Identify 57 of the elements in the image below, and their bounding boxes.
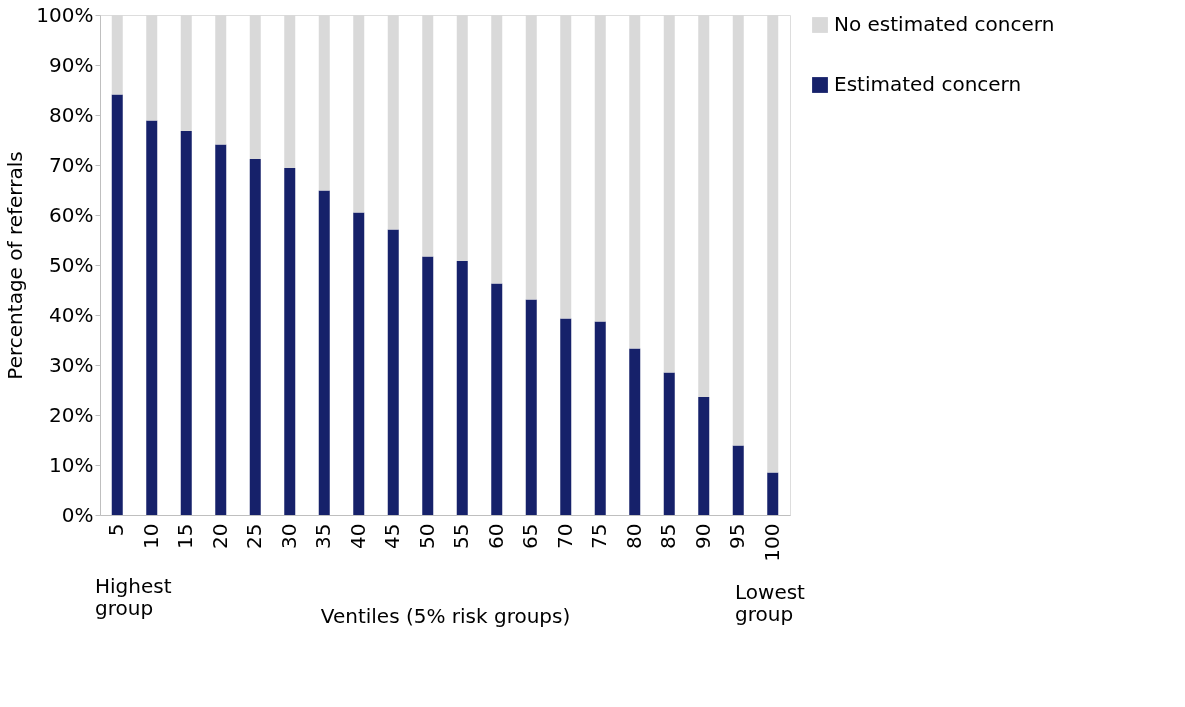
y-tick-label: 100% bbox=[36, 2, 94, 27]
bar bbox=[491, 283, 503, 515]
x-tick-label: 55 bbox=[449, 523, 474, 549]
x-tick-label: 20 bbox=[207, 523, 232, 549]
x-tick-label: 40 bbox=[345, 523, 370, 549]
x-tick-label: 95 bbox=[725, 523, 750, 549]
y-axis-title: Percentage of referrals bbox=[3, 151, 28, 380]
bar bbox=[146, 120, 158, 515]
x-tick-label: 10 bbox=[138, 523, 163, 549]
x-tick-label: 90 bbox=[690, 523, 715, 549]
bar bbox=[594, 321, 606, 515]
y-tick-label: 70% bbox=[49, 152, 94, 177]
x-axis-title: Ventiles (5% risk groups) bbox=[320, 603, 571, 628]
y-tick-label: 50% bbox=[49, 252, 94, 277]
y-tick-label: 20% bbox=[49, 402, 94, 427]
y-tick-label: 10% bbox=[49, 452, 94, 477]
y-tick-label: 90% bbox=[49, 52, 94, 77]
x-tick-label: 45 bbox=[380, 523, 405, 549]
bar bbox=[318, 190, 330, 515]
x-tick-label: 85 bbox=[656, 523, 681, 549]
bar bbox=[353, 212, 365, 515]
bar bbox=[698, 397, 710, 515]
legend-label: Estimated concern bbox=[834, 72, 1022, 96]
x-tick-label: 75 bbox=[587, 523, 612, 549]
bar bbox=[629, 348, 641, 515]
bar bbox=[663, 372, 675, 515]
x-tick-label: 15 bbox=[173, 523, 198, 549]
x-tick-label: 60 bbox=[483, 523, 508, 549]
bar bbox=[422, 256, 434, 515]
bar bbox=[456, 261, 468, 515]
bar bbox=[525, 299, 537, 515]
bar bbox=[732, 445, 744, 515]
x-tick-label: 100 bbox=[759, 523, 784, 562]
y-tick-label: 30% bbox=[49, 352, 94, 377]
bar bbox=[284, 168, 296, 515]
y-tick-label: 0% bbox=[61, 502, 94, 527]
y-tick-label: 60% bbox=[49, 202, 94, 227]
bar bbox=[180, 131, 192, 515]
y-tick-label: 40% bbox=[49, 302, 94, 327]
x-tick-label: 30 bbox=[276, 523, 301, 549]
x-tick-label: 70 bbox=[552, 523, 577, 549]
bar bbox=[387, 229, 399, 515]
bar bbox=[111, 94, 123, 515]
text: Highest group bbox=[95, 574, 172, 620]
x-tick-label: 50 bbox=[414, 523, 439, 549]
text: Lowest group bbox=[735, 580, 806, 626]
x-tick-label: 80 bbox=[621, 523, 646, 549]
x-tick-label: 65 bbox=[518, 523, 543, 549]
x-tick-label: 5 bbox=[104, 523, 129, 537]
x-tick-label: 25 bbox=[242, 523, 267, 549]
bar bbox=[249, 159, 261, 515]
x-tick-label: 35 bbox=[311, 523, 336, 549]
legend-label: No estimated concern bbox=[834, 12, 1055, 36]
bar bbox=[560, 318, 572, 515]
bar bbox=[215, 144, 227, 515]
y-tick-label: 80% bbox=[49, 102, 94, 127]
bar bbox=[767, 472, 779, 515]
